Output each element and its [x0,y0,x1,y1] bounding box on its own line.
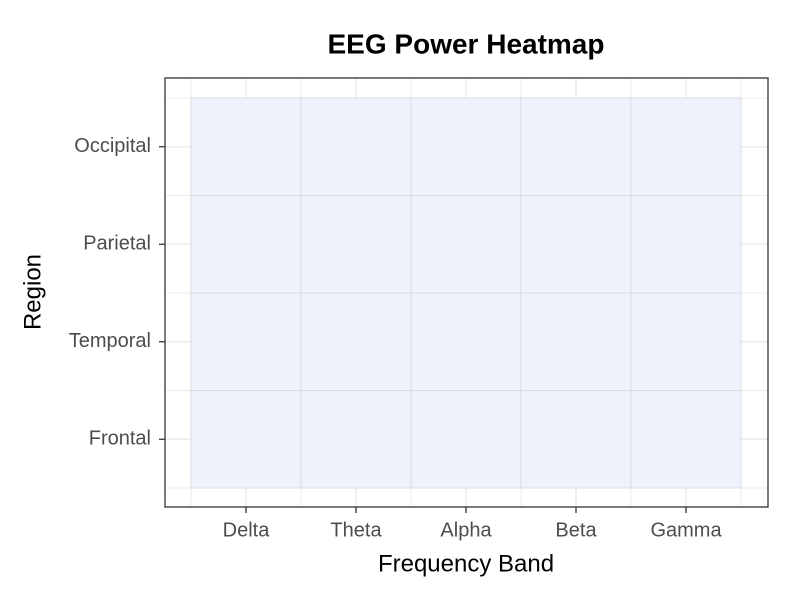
heatmap-cell [410,195,522,294]
x-tick-label: Gamma [650,519,722,541]
y-tick-label: Occipital [74,135,151,157]
heatmap-cell [300,97,412,196]
heatmap-cell [520,195,632,294]
heatmap-cell [520,390,632,489]
heatmap-cell [300,390,412,489]
heatmap-cell [520,97,632,196]
y-axis-label: Region [19,254,46,330]
heatmap-cell [630,292,742,391]
heatmap-cell [410,97,522,196]
heatmap-cell [630,390,742,489]
heatmap-cell [190,390,302,489]
heatmap-cell [520,292,632,391]
chart-title: EEG Power Heatmap [328,28,605,59]
heatmap-cell [630,195,742,294]
y-tick-label: Temporal [69,330,151,352]
heatmap-cell [630,97,742,196]
heatmap-cell [190,292,302,391]
heatmap-cell [410,292,522,391]
heatmap-cell [300,195,412,294]
x-tick-label: Beta [555,519,597,541]
heatmap-cell [300,292,412,391]
x-axis-label: Frequency Band [378,550,554,577]
x-tick-label: Delta [223,519,271,541]
heatmap-cell [190,97,302,196]
y-tick-label: Frontal [89,428,151,450]
x-tick-label: Theta [330,519,382,541]
x-tick-label: Alpha [440,519,492,541]
heatmap-cell [410,390,522,489]
heatmap-cell [190,195,302,294]
y-tick-label: Parietal [83,233,151,255]
